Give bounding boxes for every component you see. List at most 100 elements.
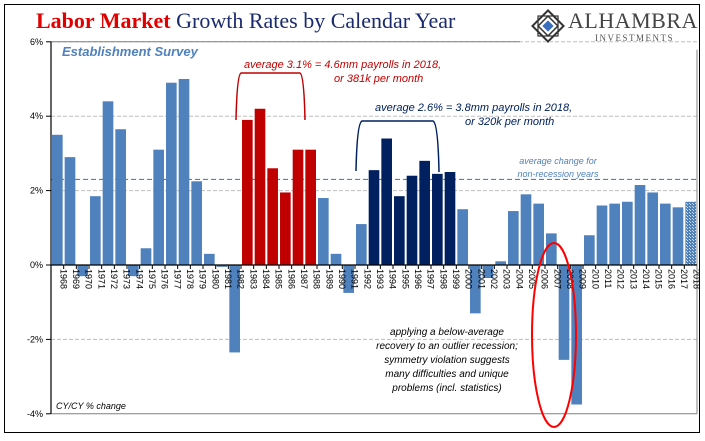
bar-1969 xyxy=(64,157,76,265)
red-bracket xyxy=(235,72,306,121)
x-tick-label: 1989 xyxy=(324,269,334,289)
bar-1978 xyxy=(178,79,190,265)
bar-1988 xyxy=(305,149,316,265)
annotation-recovery-line5: problems (incl. statistics) xyxy=(391,383,501,394)
title-bold: Labor Market xyxy=(36,8,171,33)
y-tick-label: 6% xyxy=(30,37,43,47)
x-tick-label: 1999 xyxy=(451,269,461,289)
bar-2002 xyxy=(482,265,494,279)
x-tick-label: 1972 xyxy=(109,269,119,289)
bar-1998 xyxy=(432,173,443,265)
bar-1991 xyxy=(343,265,354,293)
bar-2011 xyxy=(596,205,608,265)
x-tick-label: 2018 xyxy=(692,269,702,289)
bar-1995 xyxy=(394,196,405,265)
y-tick-label: 4% xyxy=(30,111,43,121)
bar-2015 xyxy=(647,192,658,265)
x-tick-label: 1979 xyxy=(198,269,208,289)
bar-1973 xyxy=(115,129,126,265)
x-tick-label: 1996 xyxy=(413,269,423,289)
bar-2012 xyxy=(609,203,620,265)
recession-highlight-ellipse xyxy=(531,242,577,428)
x-tick-label: 2001 xyxy=(476,269,486,289)
x-tick-label: 1987 xyxy=(299,269,309,289)
bar-1982 xyxy=(229,265,240,353)
bar-2016 xyxy=(660,203,671,265)
x-tick-label: 1998 xyxy=(438,269,448,289)
x-tick-label: 2002 xyxy=(489,269,499,289)
y-tick-label: 0% xyxy=(30,260,43,270)
x-tick-label: 1978 xyxy=(185,269,195,289)
bar-2006 xyxy=(533,203,544,265)
annotation-recovery-line3: symmetry violation suggests xyxy=(384,355,510,366)
bar-1983 xyxy=(242,119,253,265)
bar-1974 xyxy=(128,265,139,277)
bar-1997 xyxy=(419,160,430,265)
bar-2010 xyxy=(584,235,595,265)
bar-1999 xyxy=(444,172,456,265)
x-tick-label: 1973 xyxy=(122,269,132,289)
x-tick-label: 2008 xyxy=(565,269,575,289)
x-tick-label: 2010 xyxy=(590,269,600,289)
annotation-navy-line1: average 2.6% = 3.8mm payrolls in 2018, xyxy=(375,102,572,114)
x-tick-label: 1968 xyxy=(58,269,68,289)
x-tick-label: 1981 xyxy=(223,269,233,289)
x-tick-label: 1992 xyxy=(362,269,372,289)
bar-2017 xyxy=(672,207,684,265)
bar-2018 xyxy=(685,201,696,265)
x-tick-label: 1990 xyxy=(337,269,347,289)
x-tick-label: 1975 xyxy=(147,269,157,289)
x-tick-label: 1969 xyxy=(71,269,81,289)
bar-1976 xyxy=(153,149,164,265)
bar-1970 xyxy=(77,265,88,277)
bar-2005 xyxy=(520,194,532,265)
x-tick-label: 1991 xyxy=(350,269,360,289)
x-tick-label: 2017 xyxy=(679,269,689,289)
y-tick-label: 2% xyxy=(30,186,43,196)
x-tick-label: 1995 xyxy=(400,269,410,289)
ylabel-cy-change: CY/CY % change xyxy=(56,401,126,411)
subtitle-establishment-survey: Establishment Survey xyxy=(62,44,199,59)
annotation-red-line1: average 3.1% = 4.6mm payrolls in 2018, xyxy=(244,59,441,71)
annotation-recovery-line1: applying a below-average xyxy=(390,327,504,338)
x-tick-label: 1976 xyxy=(160,269,170,289)
annotation-recovery-line4: many difficulties and unique xyxy=(385,369,509,380)
bar-1968 xyxy=(52,134,63,265)
bar-1981 xyxy=(216,265,228,267)
bar-1984 xyxy=(254,108,266,265)
x-tick-label: 1970 xyxy=(84,269,94,289)
y-tick-label: -4% xyxy=(27,409,43,419)
bar-1994 xyxy=(381,138,392,265)
bar-2008 xyxy=(558,265,570,360)
x-tick-label: 1993 xyxy=(375,269,385,289)
x-tick-label: 1980 xyxy=(210,269,220,289)
bar-2013 xyxy=(622,201,633,265)
bar-1996 xyxy=(406,175,418,265)
bar-2000 xyxy=(457,209,468,265)
bar-2004 xyxy=(508,211,519,265)
annotation-navy-line2: or 320k per month xyxy=(465,116,554,128)
bar-1977 xyxy=(166,82,177,265)
x-tick-label: 2012 xyxy=(616,269,626,289)
bar-1986 xyxy=(280,192,291,265)
bar-2007 xyxy=(546,233,557,265)
bar-2014 xyxy=(634,185,646,265)
x-tick-label: 2004 xyxy=(514,269,524,289)
x-tick-label: 2007 xyxy=(552,269,562,289)
x-tick-label: 2014 xyxy=(641,269,651,289)
y-tick-label: -2% xyxy=(27,334,43,344)
chart-frame xyxy=(4,4,700,433)
bar-1971 xyxy=(90,196,101,265)
x-tick-label: 2015 xyxy=(654,269,664,289)
bar-1979 xyxy=(191,181,202,265)
x-tick-label: 1971 xyxy=(96,269,106,289)
alhambra-logo: ALHAMBRA INVESTMENTS xyxy=(528,6,698,46)
x-tick-label: 1977 xyxy=(172,269,182,289)
logo-diamond-icon xyxy=(531,9,565,43)
x-tick-label: 1974 xyxy=(134,269,144,289)
bar-2001 xyxy=(470,265,481,314)
x-tick-label: 1983 xyxy=(248,269,258,289)
x-tick-label: 1997 xyxy=(426,269,436,289)
bar-1985 xyxy=(267,168,278,265)
x-tick-label: 2013 xyxy=(628,269,638,289)
